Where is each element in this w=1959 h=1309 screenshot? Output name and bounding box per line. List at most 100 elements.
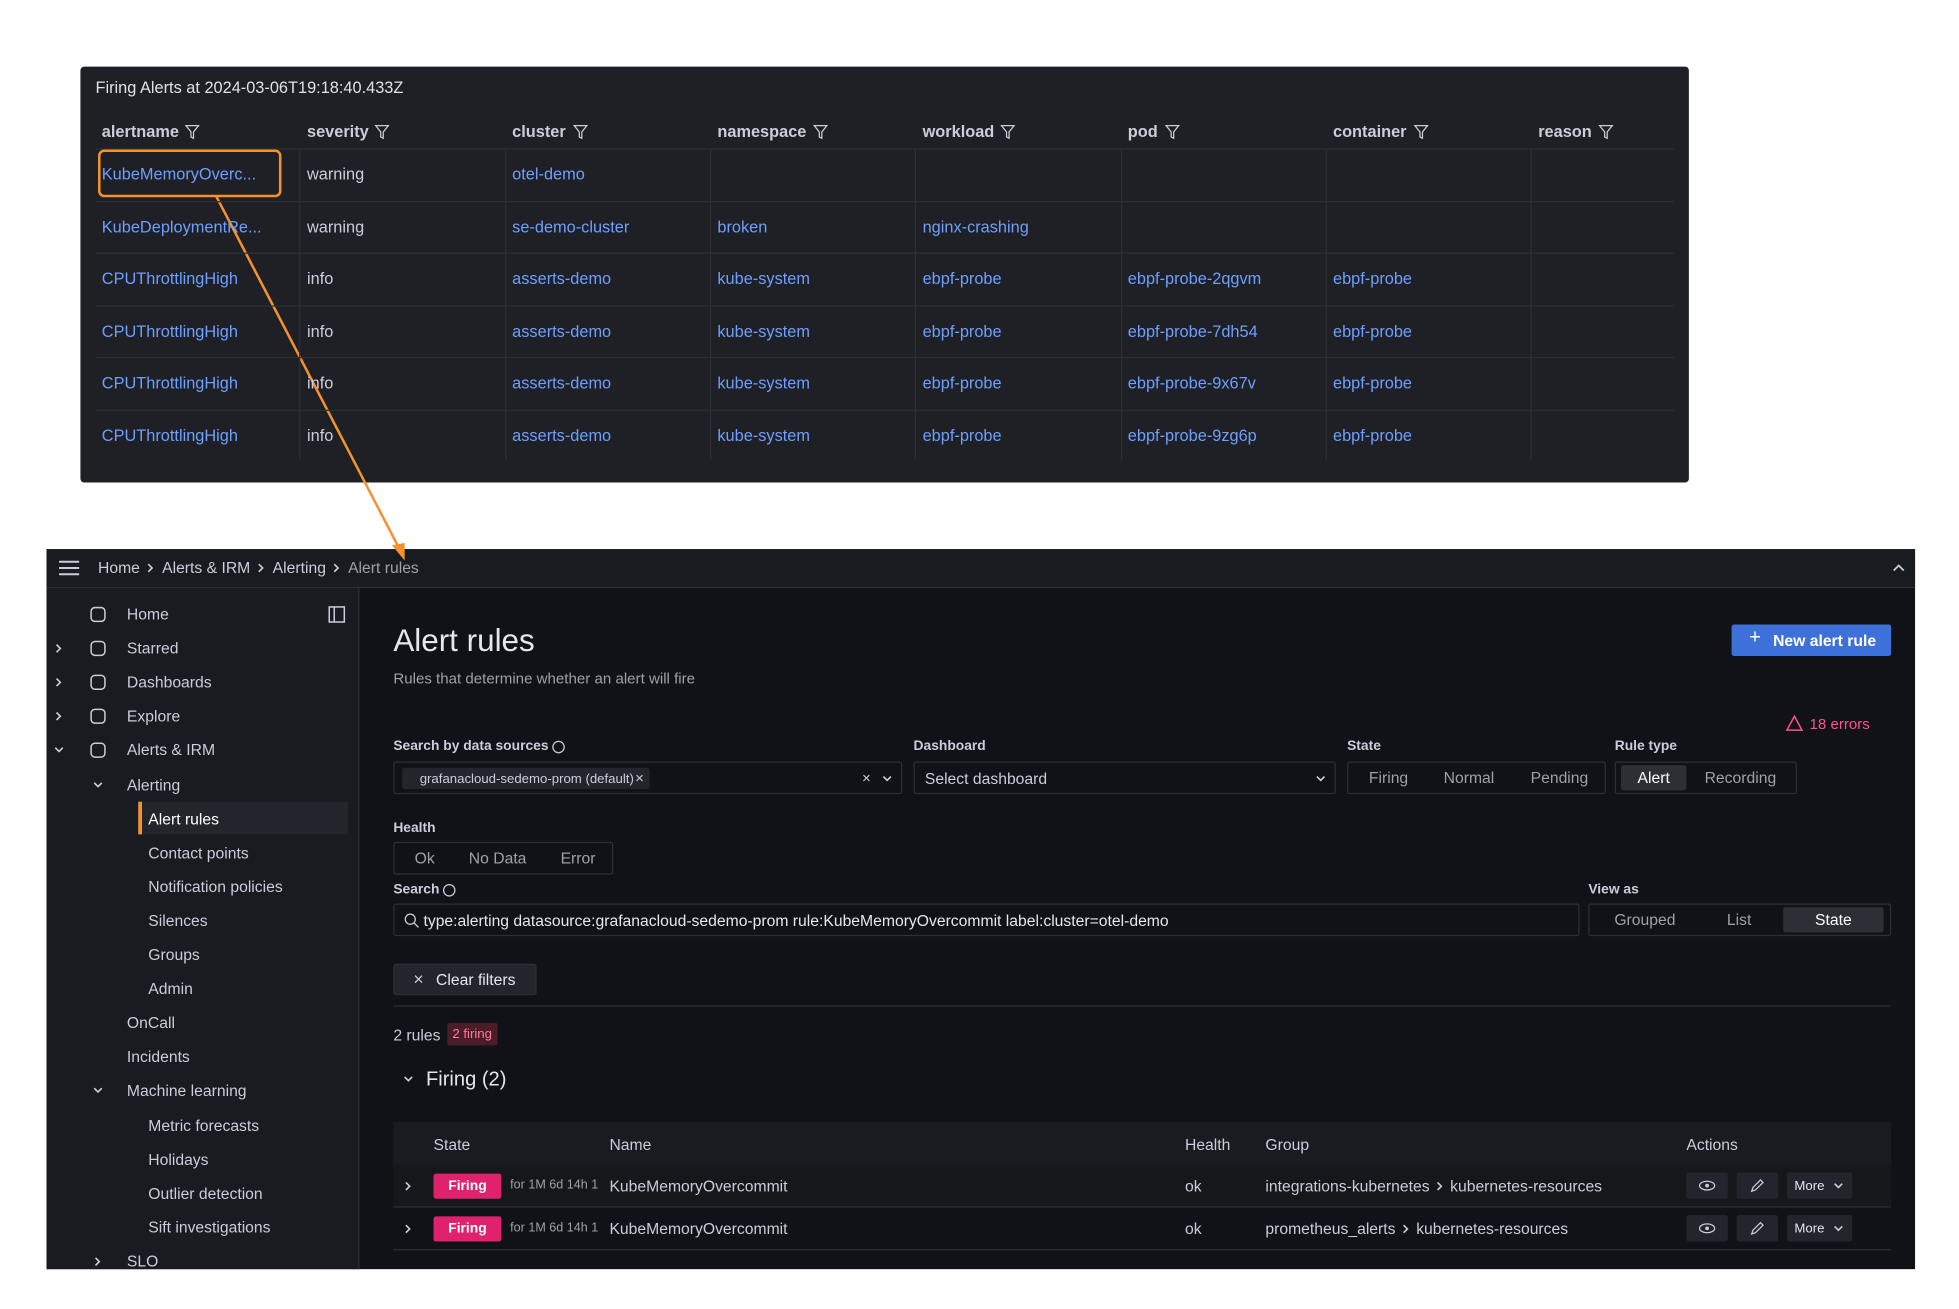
cell[interactable]: ebpf-probe-7dh54 xyxy=(1127,321,1258,340)
collapse-icon[interactable] xyxy=(1891,562,1906,575)
cell[interactable]: CPUThrottlingHigh xyxy=(101,321,238,340)
cell[interactable]: CPUThrottlingHigh xyxy=(101,373,238,393)
chevron xyxy=(1316,776,1326,782)
more-button[interactable]: More xyxy=(1786,1215,1853,1242)
filter-icon xyxy=(184,125,200,140)
cell[interactable]: se-demo-cluster xyxy=(512,216,630,236)
more-button[interactable]: More xyxy=(1786,1172,1853,1199)
cell[interactable]: asserts-demo xyxy=(512,425,612,445)
datasource-input[interactable]: grafanacloud-sedemo-prom (default) × × xyxy=(393,761,903,795)
cell[interactable]: CPUThrottlingHigh xyxy=(101,268,238,288)
view-button xyxy=(1686,1172,1728,1199)
radio-option[interactable]: Ok xyxy=(400,846,450,871)
nav-item[interactable]: Groups xyxy=(148,946,200,964)
radio-option[interactable]: Alert xyxy=(1621,765,1687,791)
cell[interactable]: broken xyxy=(717,216,768,236)
radio-group: Grouped List State xyxy=(1588,903,1892,937)
radio-option[interactable]: Recording xyxy=(1686,765,1794,790)
table-column-header: Health xyxy=(1184,1135,1231,1154)
cell[interactable]: ebpf-probe xyxy=(1332,321,1413,340)
dashboard-select[interactable]: Select dashboard xyxy=(913,761,1336,795)
cell[interactable]: KubeDeploymentRe... xyxy=(101,216,262,236)
column-header: container xyxy=(1332,121,1407,141)
nav-item[interactable]: Explore xyxy=(126,707,181,726)
cell[interactable]: kube-system xyxy=(717,268,810,288)
nav-item[interactable]: Admin xyxy=(148,980,193,998)
nav-item[interactable]: Alerts & IRM xyxy=(126,741,216,760)
nav-item[interactable]: Contact points xyxy=(148,844,249,862)
health: ok xyxy=(1184,1177,1202,1196)
nav-item[interactable]: Machine learning xyxy=(126,1082,247,1101)
cell[interactable]: asserts-demo xyxy=(512,268,612,288)
nav-item[interactable]: Sift investigations xyxy=(148,1218,271,1237)
breadcrumb-item: Alert rules xyxy=(348,559,419,577)
nav-item[interactable]: Incidents xyxy=(126,1048,190,1066)
cell[interactable]: ebpf-probe xyxy=(1332,268,1413,288)
cell[interactable]: kube-system xyxy=(717,321,810,340)
nav-item[interactable]: Dashboards xyxy=(126,673,212,692)
radio-option[interactable]: Pending xyxy=(1514,765,1604,790)
cell[interactable]: otel-demo xyxy=(512,164,585,184)
cell: info xyxy=(306,373,334,393)
breadcrumb-item[interactable]: Alerts & IRM xyxy=(162,559,251,577)
health: ok xyxy=(1184,1220,1202,1238)
cell[interactable]: KubeMemoryOverc... xyxy=(101,164,257,184)
dock-icon[interactable] xyxy=(328,606,346,624)
nav-item[interactable]: Alert rules xyxy=(148,809,220,828)
radio-option[interactable]: Normal xyxy=(1424,765,1514,790)
cell[interactable]: ebpf-probe xyxy=(922,425,1002,445)
chevron xyxy=(882,776,892,782)
breadcrumb-item[interactable]: Alerting xyxy=(272,559,326,577)
chevron xyxy=(405,1224,411,1234)
cell[interactable]: nginx-crashing xyxy=(922,216,1029,236)
cell[interactable]: ebpf-probe-9zg6p xyxy=(1127,425,1257,445)
column-header: pod xyxy=(1127,121,1158,141)
cell[interactable]: ebpf-probe xyxy=(922,373,1002,393)
radio-option[interactable]: List xyxy=(1695,907,1783,932)
menu-icon[interactable] xyxy=(58,559,81,577)
annotation-arrow xyxy=(392,542,405,561)
nav-item[interactable]: SLO xyxy=(126,1252,159,1270)
cell[interactable]: ebpf-probe xyxy=(1332,373,1413,393)
radio-option[interactable]: State xyxy=(1783,907,1884,933)
radio-option[interactable]: Firing xyxy=(1353,765,1423,790)
cell[interactable]: ebpf-probe-9x67v xyxy=(1127,373,1256,393)
nav-active-bar xyxy=(138,801,142,834)
chevron xyxy=(404,1076,413,1082)
nav-item[interactable]: Metric forecasts xyxy=(148,1116,260,1135)
cell[interactable]: ebpf-probe xyxy=(1332,425,1413,445)
top-bar xyxy=(46,549,1916,589)
cell[interactable]: kube-system xyxy=(717,425,810,445)
group: integrations-kubernetes xyxy=(1265,1177,1430,1196)
nav-item[interactable]: Home xyxy=(126,605,169,624)
cell[interactable]: kube-system xyxy=(717,373,810,393)
radio-option[interactable]: Grouped xyxy=(1595,907,1696,932)
table-row xyxy=(393,1164,1892,1208)
button-label: Clear filters xyxy=(436,971,516,989)
nav-item[interactable]: Notification policies xyxy=(148,878,283,896)
rule-name: KubeMemoryOvercommit xyxy=(609,1220,788,1238)
cell[interactable]: CPUThrottlingHigh xyxy=(101,425,238,445)
nav-item[interactable]: Silences xyxy=(148,912,208,930)
errors[interactable]: 18 errors xyxy=(1809,715,1870,733)
nav-item[interactable]: Holidays xyxy=(148,1150,209,1169)
radio-group: Alert Recording xyxy=(1614,761,1797,795)
cell[interactable]: ebpf-probe-2qgvm xyxy=(1127,268,1262,288)
nav-item[interactable]: Outlier detection xyxy=(148,1184,263,1203)
nav-item[interactable]: Alerting xyxy=(126,775,181,794)
cell[interactable]: ebpf-probe xyxy=(922,268,1002,288)
cell[interactable]: ebpf-probe xyxy=(922,321,1002,340)
breadcrumb-item[interactable]: Home xyxy=(98,559,140,577)
search-input[interactable]: type:alerting datasource:grafanacloud-se… xyxy=(393,903,1580,937)
nav-item[interactable]: OnCall xyxy=(126,1014,175,1032)
label: State xyxy=(1347,738,1381,754)
row-divider xyxy=(95,252,1674,254)
cell[interactable]: asserts-demo xyxy=(512,373,612,393)
new-rule-button[interactable]: New alert rule + xyxy=(1731,624,1892,656)
radio-option[interactable]: Error xyxy=(545,846,610,871)
radio-option[interactable]: No Data xyxy=(450,846,546,871)
cell[interactable]: asserts-demo xyxy=(512,321,612,340)
clear-filters-button[interactable]: Clear filters × xyxy=(393,963,537,996)
option-label: List xyxy=(1726,911,1752,929)
nav-item[interactable]: Starred xyxy=(126,639,179,658)
